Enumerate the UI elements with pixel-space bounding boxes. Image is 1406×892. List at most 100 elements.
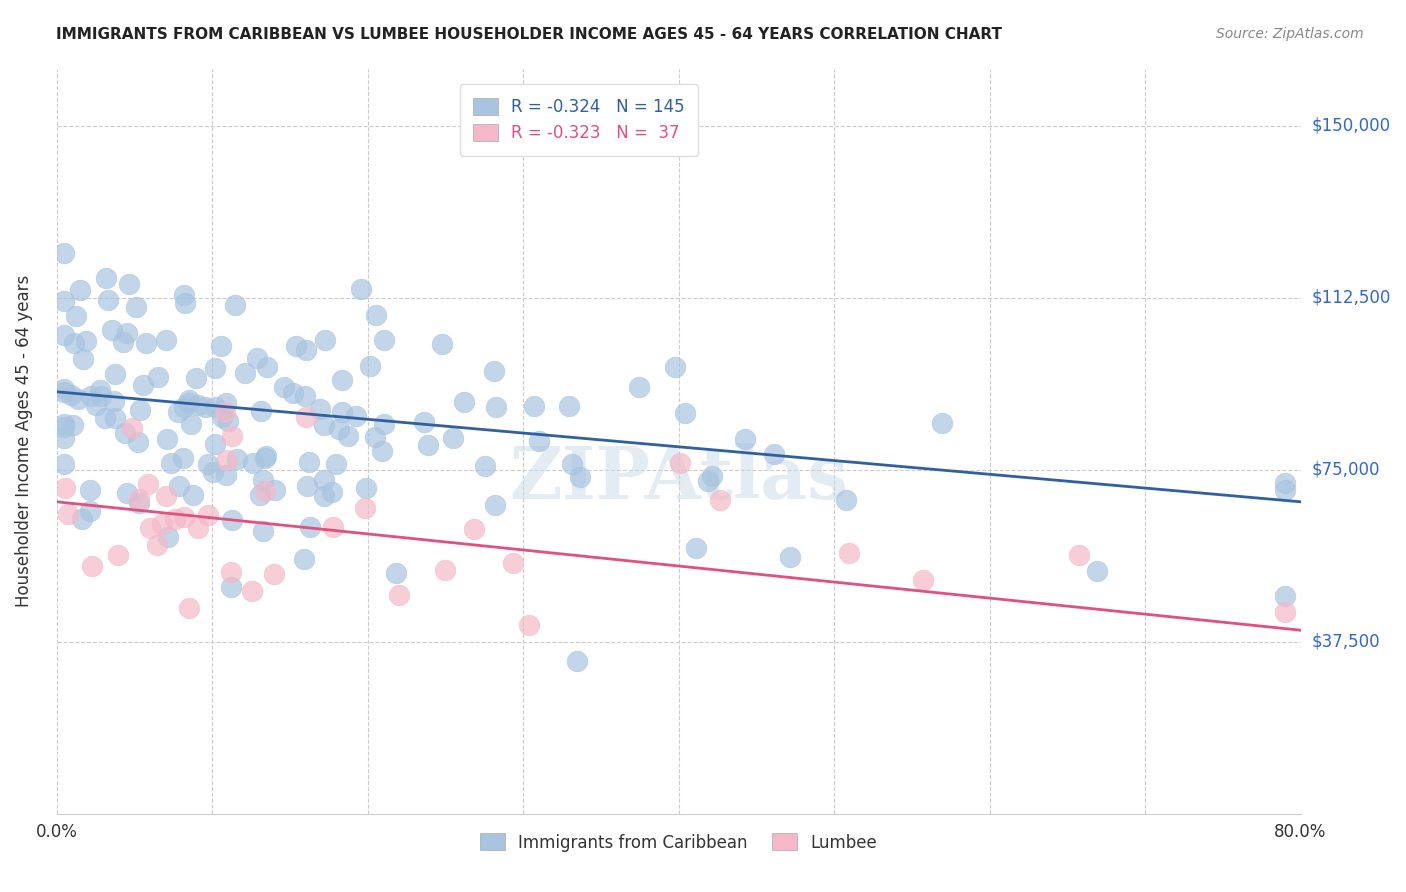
Point (256, 450, 278, 464)
Point (474, 459, 496, 474)
Point (314, 489, 336, 503)
Point (197, 458, 219, 472)
Point (565, 655, 588, 669)
Point (135, 335, 157, 350)
Point (79, 483, 101, 497)
Point (700, 468, 723, 483)
Point (485, 401, 508, 415)
Point (1274, 476, 1296, 491)
Point (295, 409, 318, 424)
Point (675, 406, 697, 420)
Point (225, 452, 247, 467)
Point (441, 431, 464, 445)
Point (295, 479, 318, 493)
Point (146, 538, 169, 552)
Y-axis label: Householder Income Ages 45 - 64 years: Householder Income Ages 45 - 64 years (15, 275, 32, 607)
Point (314, 333, 336, 347)
Point (529, 434, 551, 448)
Point (254, 483, 277, 498)
Point (59, 387, 82, 401)
Point (156, 530, 179, 544)
Point (558, 399, 581, 413)
Point (197, 508, 219, 523)
Point (233, 366, 256, 380)
Point (221, 513, 243, 527)
Point (249, 488, 271, 502)
Point (219, 565, 242, 579)
Point (111, 335, 134, 350)
Point (385, 566, 408, 581)
Point (215, 453, 238, 467)
Point (762, 447, 785, 461)
Point (101, 323, 124, 337)
Point (264, 483, 287, 497)
Point (204, 401, 226, 415)
Point (697, 475, 720, 489)
Point (931, 417, 953, 431)
Point (252, 524, 274, 538)
Point (181, 488, 204, 502)
Point (371, 444, 394, 458)
Point (354, 501, 377, 516)
Point (96, 270, 118, 285)
Point (155, 334, 177, 348)
Point (62, 417, 84, 432)
Text: $150,000: $150,000 (1312, 117, 1391, 135)
Point (294, 389, 316, 403)
Point (256, 360, 278, 375)
Point (669, 456, 692, 470)
Point (354, 481, 377, 495)
Point (214, 405, 236, 419)
Point (430, 337, 453, 351)
Point (249, 403, 271, 417)
Point (835, 493, 858, 508)
Point (79, 504, 101, 518)
Point (173, 401, 195, 415)
Point (1085, 564, 1108, 578)
Point (194, 400, 217, 414)
Point (321, 485, 343, 500)
Point (328, 422, 350, 436)
Point (204, 437, 226, 451)
Point (314, 418, 336, 433)
Point (1274, 605, 1296, 619)
Point (174, 295, 197, 310)
Point (53, 482, 76, 496)
Point (80, 389, 103, 403)
Point (284, 339, 307, 353)
Point (298, 520, 321, 534)
Point (242, 456, 264, 470)
Text: $75,000: $75,000 (1312, 460, 1381, 479)
Point (1274, 483, 1296, 497)
Point (217, 414, 239, 428)
Point (252, 473, 274, 487)
Point (314, 473, 336, 487)
Point (502, 556, 524, 570)
Point (359, 359, 381, 374)
Point (219, 580, 242, 594)
Point (114, 425, 136, 440)
Point (523, 399, 546, 413)
Point (150, 516, 173, 531)
Point (1069, 548, 1091, 562)
Point (215, 396, 238, 410)
Point (779, 549, 801, 564)
Point (127, 435, 149, 450)
Point (294, 343, 316, 358)
Point (146, 370, 169, 384)
Point (104, 367, 127, 381)
Point (344, 409, 367, 423)
Point (53, 293, 76, 308)
Point (180, 417, 202, 432)
Point (118, 277, 141, 292)
Point (94, 411, 117, 425)
Point (104, 410, 127, 425)
Point (115, 326, 138, 340)
Point (482, 364, 505, 378)
Point (292, 551, 315, 566)
Point (434, 563, 457, 577)
Point (84, 398, 107, 412)
Point (519, 618, 541, 632)
Point (309, 402, 332, 417)
Point (215, 467, 238, 482)
